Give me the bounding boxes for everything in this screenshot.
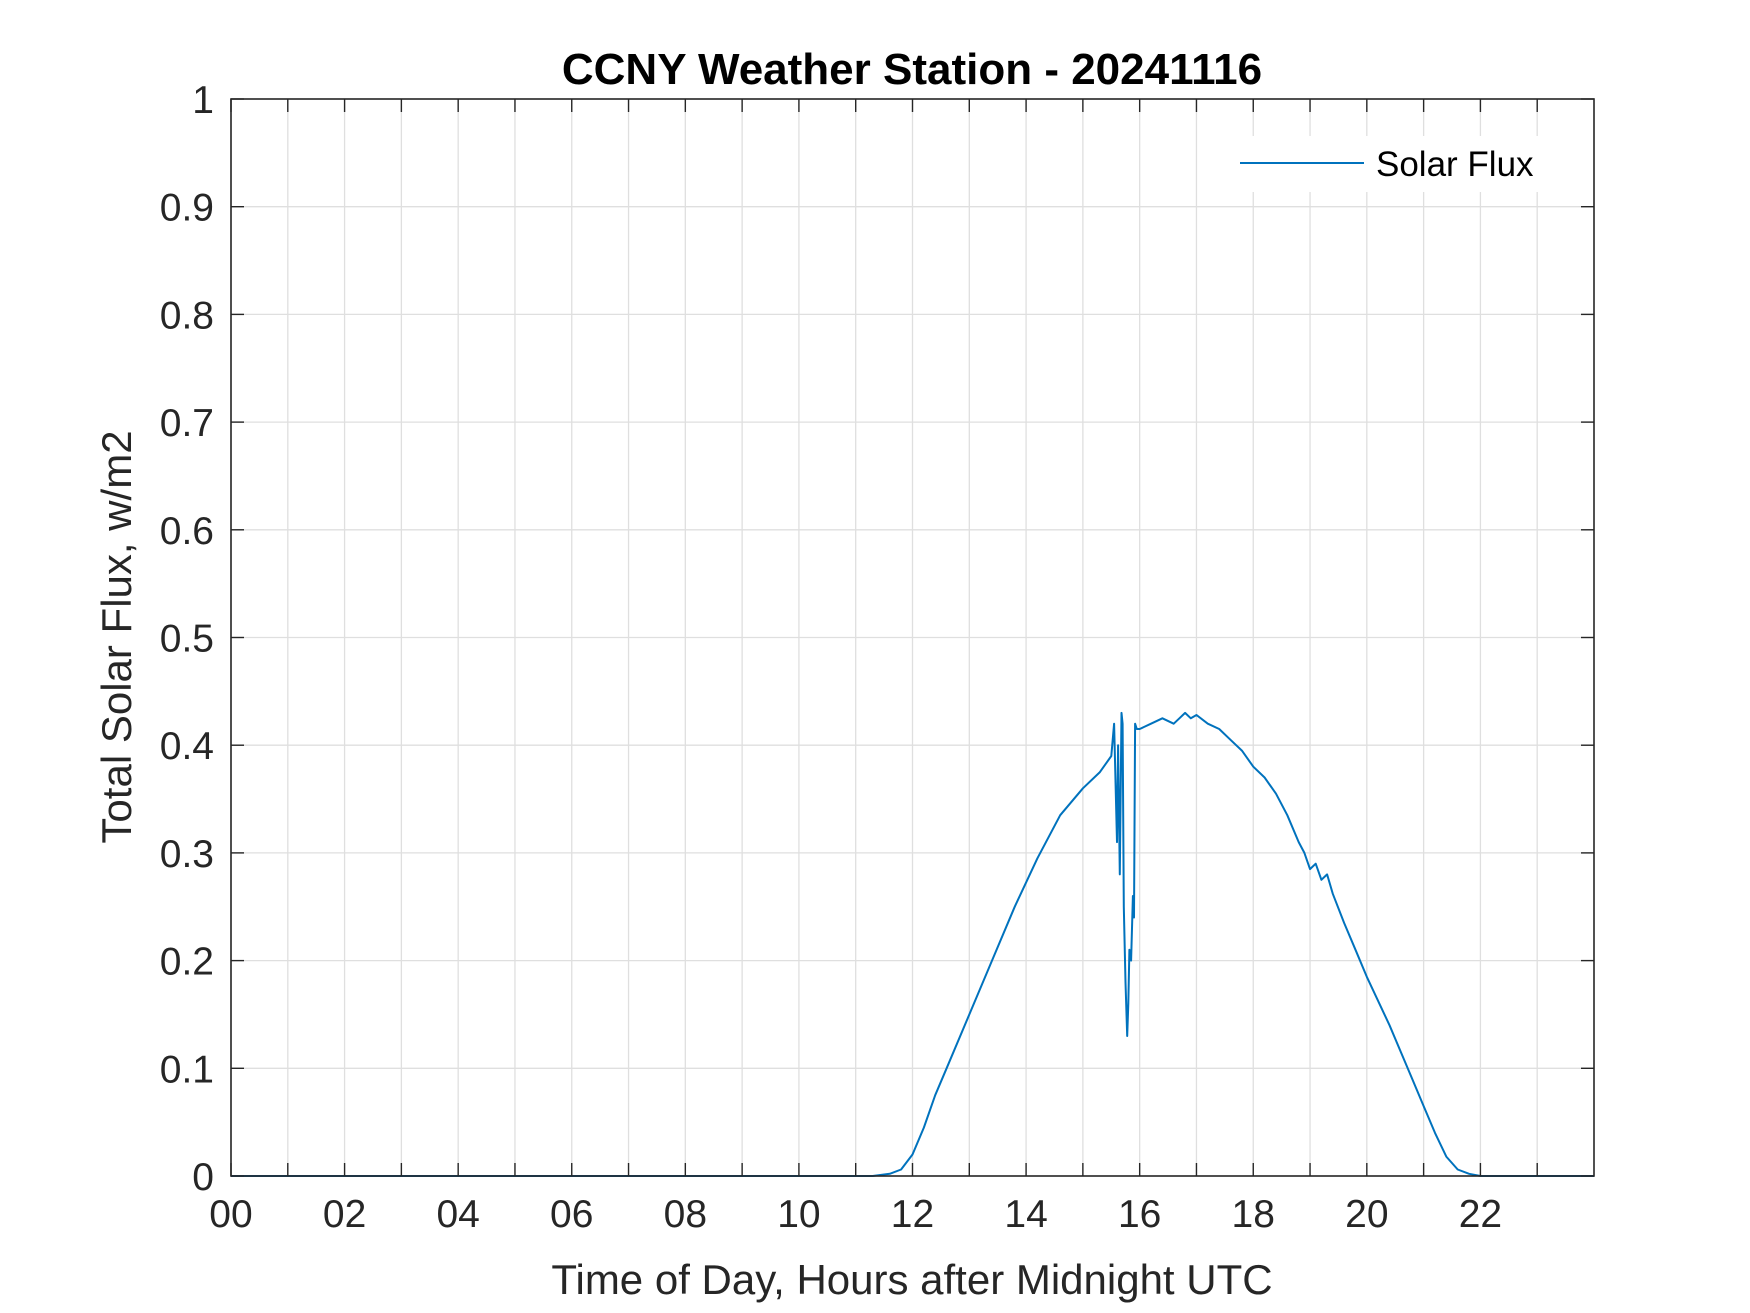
x-tick-label: 22 [1459, 1193, 1502, 1236]
x-tick-labels: 00 02 04 06 08 10 12 14 16 18 20 22 [209, 1193, 1502, 1236]
x-tick-label: 04 [436, 1193, 479, 1236]
x-tick-label: 08 [664, 1193, 707, 1236]
legend: Solar Flux [1228, 136, 1568, 192]
x-tick-label: 06 [550, 1193, 593, 1236]
x-tick-label: 10 [777, 1193, 820, 1236]
y-tick-label: 0.3 [160, 833, 214, 876]
y-tick-label: 0.6 [160, 510, 214, 553]
y-tick-label: 0 [192, 1156, 214, 1199]
y-tick-label: 0.5 [160, 618, 214, 661]
x-tick-label: 02 [323, 1193, 366, 1236]
x-tick-label: 00 [209, 1193, 252, 1236]
y-tick-label: 1 [192, 79, 214, 122]
x-tick-label: 16 [1118, 1193, 1161, 1236]
ticks [230, 98, 1594, 1177]
x-axis-label: Time of Day, Hours after Midnight UTC [551, 1256, 1272, 1303]
y-axis-label: Total Solar Flux, w/m2 [93, 430, 140, 843]
y-tick-label: 0.9 [160, 187, 214, 230]
series-line-solar-flux [231, 711, 1594, 1177]
y-tick-label: 0.2 [160, 941, 214, 984]
legend-entry-solar-flux: Solar Flux [1376, 145, 1534, 184]
x-tick-label: 12 [891, 1193, 934, 1236]
y-tick-label: 0.8 [160, 294, 214, 337]
x-tick-label: 14 [1004, 1193, 1047, 1236]
y-tick-label: 0.1 [160, 1048, 214, 1091]
y-tick-label: 0.4 [160, 725, 214, 768]
x-tick-label: 18 [1232, 1193, 1275, 1236]
y-tick-labels: 0 0.1 0.2 0.3 0.4 0.5 0.6 0.7 0.8 0.9 1 [160, 79, 214, 1199]
y-tick-label: 0.7 [160, 402, 214, 445]
series-layer [231, 711, 1594, 1177]
x-tick-label: 20 [1345, 1193, 1388, 1236]
chart-title: CCNY Weather Station - 20241116 [562, 45, 1262, 94]
